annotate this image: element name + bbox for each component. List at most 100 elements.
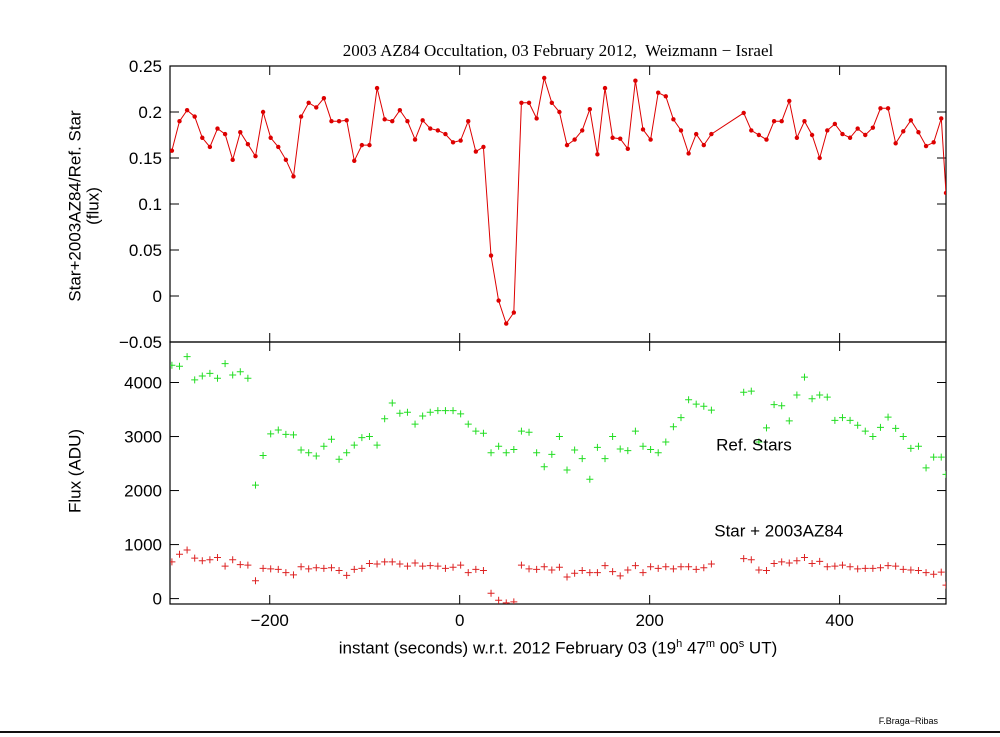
ref-stars-point xyxy=(259,451,267,459)
ref-stars-point xyxy=(510,446,518,454)
ref-stars-point xyxy=(365,433,373,441)
ref-stars-point xyxy=(548,450,556,458)
ref-stars-point xyxy=(517,427,525,435)
ref-stars-point xyxy=(816,391,824,399)
target-star-point xyxy=(785,559,793,567)
target-star-point xyxy=(335,567,343,575)
flux-ratio-point xyxy=(756,132,762,138)
flux-ratio-point xyxy=(870,125,876,130)
target-star-point xyxy=(808,559,816,567)
target-star-point xyxy=(816,557,824,565)
ref-stars-point xyxy=(892,424,900,432)
target-star-point xyxy=(654,564,662,572)
target-star-point xyxy=(365,559,373,567)
flux-ratio-point xyxy=(787,98,792,104)
flux-ratio-point xyxy=(693,131,699,137)
target-star-point xyxy=(899,565,907,573)
ref-stars-point xyxy=(930,453,938,461)
target-star-point xyxy=(274,565,282,573)
ref-stars-point xyxy=(662,438,670,446)
bottom-y-axis-label: Flux (ADU) xyxy=(65,428,85,514)
ref-stars-point xyxy=(586,475,594,483)
flux-ratio-point xyxy=(534,116,539,121)
flux-ratio-point xyxy=(542,75,547,81)
flux-ratio-point xyxy=(908,118,914,123)
flux-ratio-point xyxy=(215,126,220,131)
flux-ratio-point xyxy=(488,253,494,258)
bottom-plot-frame xyxy=(169,341,947,605)
flux-ratio-point xyxy=(749,128,754,133)
target-star-point xyxy=(555,563,563,571)
flux-ratio-point xyxy=(656,90,661,95)
bottom-plot-flux-adu: 4000 3000 2000 1000 0 −200 0 200 400 Ref. Stars St… xyxy=(124,341,947,630)
flux-ratio-point xyxy=(779,119,784,124)
target-star-point xyxy=(533,565,541,573)
target-star-point xyxy=(700,564,708,572)
ref-stars-point xyxy=(785,417,793,425)
ref-stars-point xyxy=(631,427,639,435)
ref-stars-point xyxy=(762,424,770,432)
target-star-point xyxy=(831,562,839,570)
ref-stars-point xyxy=(191,376,199,384)
target-star-point xyxy=(609,568,617,576)
target-star-point xyxy=(170,558,176,566)
flux-ratio-point xyxy=(825,128,830,133)
flux-ratio-point xyxy=(473,149,479,154)
target-star-point xyxy=(616,572,624,580)
bottom-y-tick-label: 0 xyxy=(153,590,162,609)
flux-ratio-point xyxy=(863,132,868,138)
flux-ratio-point xyxy=(458,138,463,143)
target-star-point xyxy=(846,563,854,571)
target-star-point xyxy=(755,566,763,574)
ref-stars-point xyxy=(327,435,335,443)
flux-ratio-point xyxy=(177,119,182,124)
target-star-point xyxy=(578,567,586,575)
ref-stars-point xyxy=(669,423,677,431)
bottom-y-tick-label: 3000 xyxy=(124,428,162,447)
flux-ratio-point xyxy=(519,100,524,106)
ref-stars-point xyxy=(289,431,297,439)
flux-ratio-point xyxy=(549,100,555,106)
target-star-point xyxy=(942,581,946,589)
target-star-point xyxy=(320,564,328,572)
ref-stars-point xyxy=(846,416,854,424)
target-star-point xyxy=(289,571,297,579)
flux-ratio-point xyxy=(931,140,936,145)
target-star-point xyxy=(647,563,655,571)
ref-stars-point xyxy=(677,414,685,422)
ref-stars-point xyxy=(305,449,313,457)
flux-ratio-point xyxy=(625,146,631,151)
flux-ratio-point xyxy=(268,135,273,140)
top-y-tick-label: 0.05 xyxy=(129,241,162,260)
flux-ratio-point xyxy=(352,158,357,163)
ref-stars-point xyxy=(899,433,907,441)
ref-stars-point xyxy=(267,430,275,438)
flux-ratio-point xyxy=(504,321,509,326)
ref-stars-point xyxy=(937,453,945,461)
ref-stars-point xyxy=(388,399,396,407)
flux-ratio-point xyxy=(648,137,653,142)
top-plot-flux-ratio: 0.25 0.2 0.15 0.1 0.05 0 −0.05 xyxy=(119,57,947,352)
ref-stars-point xyxy=(685,396,693,404)
x-axis-label-sup-s: s xyxy=(738,638,745,650)
target-star-point xyxy=(297,563,305,571)
ref-stars-point xyxy=(609,433,617,441)
target-star-point xyxy=(525,565,533,573)
ref-stars-point xyxy=(213,374,221,382)
target-star-point xyxy=(930,570,938,578)
ref-stars-point xyxy=(884,413,892,421)
target-star-point xyxy=(381,558,389,566)
flux-ratio-point xyxy=(374,85,380,91)
target-star-point xyxy=(305,565,313,573)
flux-ratio-point xyxy=(901,129,906,134)
target-star-point xyxy=(373,560,381,568)
ref-stars-annotation: Ref. Stars xyxy=(716,436,792,455)
flux-ratio-point xyxy=(405,119,410,124)
flux-ratio-point xyxy=(526,100,532,106)
flux-ratio-point xyxy=(253,153,258,159)
flux-ratio-point xyxy=(450,140,456,145)
ref-stars-point xyxy=(434,407,442,415)
flux-ratio-point xyxy=(170,148,175,153)
ref-stars-point xyxy=(647,446,655,454)
flux-ratio-point xyxy=(939,116,944,121)
